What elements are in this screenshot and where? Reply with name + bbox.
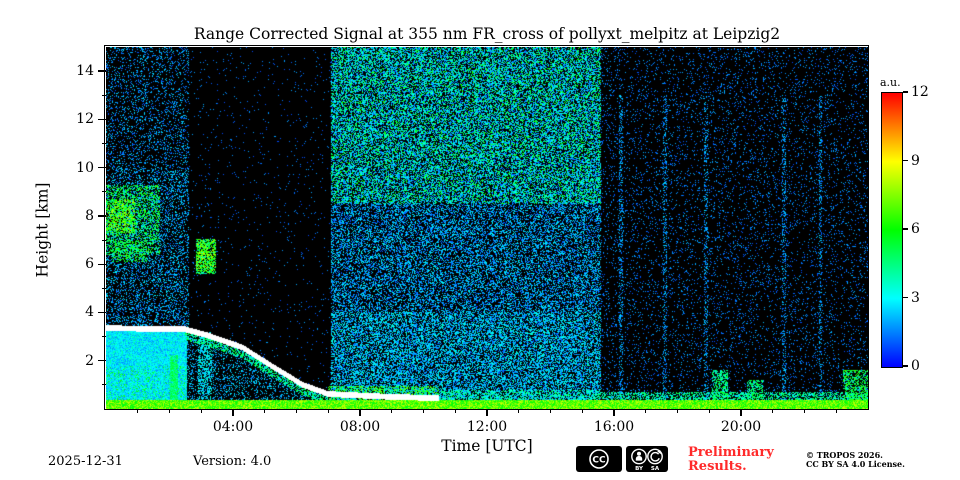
x-axis-minor-tick <box>169 409 170 413</box>
x-axis-minor-tick <box>518 409 520 413</box>
cc-license-badges: CC BY SA <box>576 446 668 472</box>
x-axis-minor-tick <box>327 409 329 413</box>
x-tick-label: 16:00 <box>593 419 635 435</box>
footer-version: Version: 4.0 <box>193 454 272 469</box>
colorbar <box>881 92 903 368</box>
y-axis-major-tick <box>98 118 106 121</box>
y-axis-minor-tick <box>102 336 106 338</box>
y-axis-label-text: Height [km] <box>33 182 51 278</box>
x-axis-minor-tick <box>835 409 837 413</box>
x-axis-major-tick <box>486 409 488 416</box>
colorbar-tick-label: 0 <box>911 358 920 374</box>
y-axis-major-tick <box>98 166 106 169</box>
colorbar-tick-label: 3 <box>911 289 920 306</box>
y-axis-minor-tick <box>102 143 106 145</box>
badge-by-text: BY <box>635 466 644 472</box>
colorbar-tick <box>903 296 908 299</box>
x-axis-minor-tick <box>264 409 266 413</box>
preliminary-results-note: Preliminary Results. <box>688 445 774 474</box>
x-axis-minor-tick <box>645 409 647 413</box>
x-axis-minor-tick <box>391 409 393 413</box>
colorbar-tick <box>903 91 908 93</box>
x-axis-minor-tick <box>454 409 456 413</box>
y-axis-minor-tick <box>102 384 106 386</box>
x-axis-label: Time [UTC] <box>441 437 533 455</box>
y-axis-minor-tick <box>102 94 106 96</box>
badge-sa-text: SA <box>651 466 660 472</box>
y-axis-major-tick <box>98 215 106 217</box>
x-axis-major-tick <box>613 409 615 416</box>
colorbar-tick-label: 12 <box>911 84 929 100</box>
x-axis-major-tick <box>359 409 361 416</box>
x-axis-minor-tick <box>581 409 583 413</box>
colorbar-tick <box>903 365 908 367</box>
copyright-line: © TROPOS 2026. <box>806 450 883 460</box>
y-axis-minor-tick <box>102 239 106 241</box>
x-tick-label: 12:00 <box>466 419 508 435</box>
x-tick-label: 04:00 <box>212 419 254 435</box>
cc-by-sa-badge: BY SA <box>626 446 668 472</box>
colorbar-unit-label: a.u. <box>880 76 901 89</box>
x-axis-minor-tick <box>677 409 678 413</box>
footer-date: 2025-12-31 <box>48 454 123 469</box>
y-axis-major-tick <box>98 311 106 314</box>
y-axis-major-tick <box>98 360 106 362</box>
x-axis-major-tick <box>740 409 742 416</box>
y-axis-minor-tick <box>102 287 106 289</box>
svg-text:CC: CC <box>592 456 606 466</box>
cc-logo-icon: CC <box>589 449 609 469</box>
colorbar-tick <box>903 228 908 230</box>
y-tick-label: 6 <box>85 256 94 273</box>
cc-by-sa-icon: BY SA <box>631 448 663 472</box>
x-axis-minor-tick <box>423 409 424 413</box>
y-tick-label: 4 <box>85 304 94 321</box>
x-tick-label: 20:00 <box>720 419 762 435</box>
x-axis-minor-tick <box>804 409 805 413</box>
colorbar-tick-label: 6 <box>911 221 920 237</box>
x-axis-minor-tick <box>137 409 139 413</box>
chart-title: Range Corrected Signal at 355 nm FR_cros… <box>193 25 781 43</box>
x-axis-minor-tick <box>772 409 774 413</box>
y-axis-major-tick <box>98 70 106 72</box>
y-tick-label: 14 <box>76 63 94 80</box>
y-tick-label: 2 <box>85 352 94 369</box>
x-axis-major-tick <box>232 409 234 416</box>
colorbar-tick <box>903 159 908 162</box>
y-tick-label: 12 <box>76 111 94 128</box>
cc-logo-badge: CC <box>576 446 622 472</box>
x-axis-minor-tick <box>550 409 551 413</box>
y-tick-label: 10 <box>76 159 94 176</box>
x-axis-minor-tick <box>200 409 202 413</box>
y-axis-label: Height [km] <box>30 130 54 330</box>
copyright-license-note: © TROPOS 2026. CC BY SA 4.0 License. <box>806 451 905 469</box>
x-axis-minor-tick <box>708 409 710 413</box>
y-axis-major-tick <box>98 263 106 265</box>
x-tick-label: 08:00 <box>339 419 381 435</box>
license-line: CC BY SA 4.0 License. <box>806 459 905 469</box>
x-axis-minor-tick <box>296 409 297 413</box>
heatmap-canvas <box>106 47 868 409</box>
y-tick-label: 8 <box>85 207 94 224</box>
y-axis-minor-tick <box>102 191 106 193</box>
colorbar-tick-label: 9 <box>911 152 920 169</box>
